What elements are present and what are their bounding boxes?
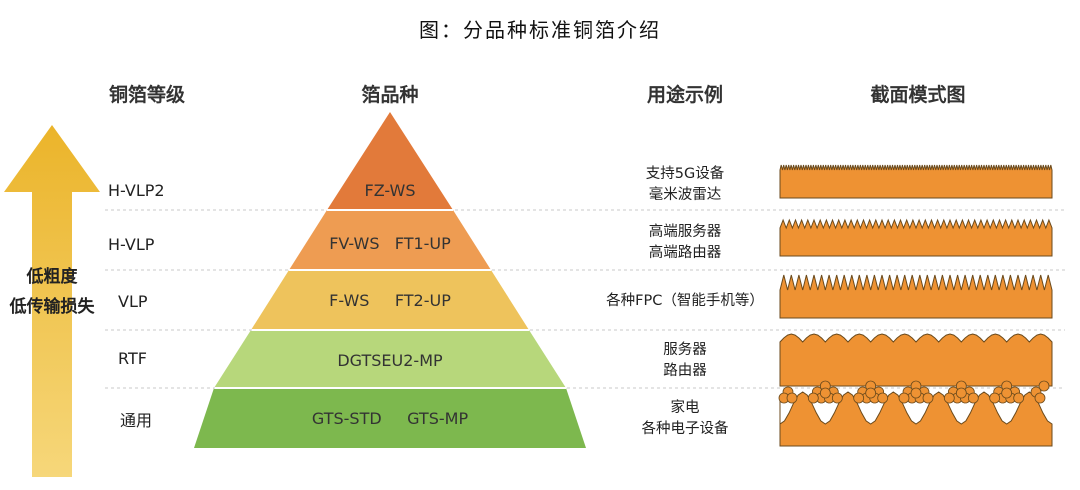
- tier-2-products: FV-WS FT1-UP: [329, 234, 451, 253]
- usage-line: 高端路由器: [648, 245, 722, 261]
- cross-section-hvlp: [779, 218, 1053, 257]
- pyramid-tier-5: [194, 388, 586, 448]
- cross-section-vlp: [779, 274, 1053, 319]
- arrow-label-low-loss: 低传输损失: [9, 297, 95, 317]
- header-variety: 箔品种: [361, 84, 419, 106]
- cross-section-general: [778, 380, 1053, 447]
- usage-tier-4: 服务器 路由器: [585, 340, 785, 382]
- pyramid-tier-1: [327, 112, 453, 210]
- pyramid-tier-3: [251, 270, 529, 330]
- usage-line: 各种电子设备: [641, 421, 729, 437]
- tier-5-products: GTS-STD GTS-MP: [312, 409, 469, 428]
- figure-title: 图：分品种标准铜箔介绍: [419, 18, 661, 42]
- tier-1-products: FZ-WS: [365, 181, 416, 200]
- usage-line: 服务器: [663, 342, 707, 358]
- cross-section-diagrams: [778, 164, 1053, 447]
- header-cross-section: 截面模式图: [870, 84, 966, 106]
- header-usage: 用途示例: [646, 84, 723, 106]
- usage-line: 各种FPC（智能手机等）: [606, 293, 764, 309]
- usage-tier-2: 高端服务器 高端路由器: [585, 222, 785, 264]
- cross-section-rtf: [779, 333, 1053, 387]
- grade-label-hvlp: H-VLP: [108, 235, 155, 254]
- pyramid-diagram: FZ-WS FV-WS FT1-UP F-WS FT2-UP DGTSEU2-M…: [194, 112, 586, 448]
- usage-line: 路由器: [663, 363, 707, 379]
- tier-4-products: DGTSEU2-MP: [337, 351, 443, 370]
- pyramid-tier-4: [214, 330, 566, 388]
- grade-label-vlp: VLP: [118, 292, 148, 311]
- cross-section-hvlp2: [779, 164, 1053, 199]
- usage-line: 支持5G设备: [645, 166, 725, 182]
- usage-line: 高端服务器: [648, 224, 722, 240]
- header-grade: 铜箔等级: [108, 84, 185, 106]
- up-arrow-icon: [4, 125, 100, 477]
- grade-label-rtf: RTF: [118, 349, 147, 368]
- usage-tier-5: 家电 各种电子设备: [585, 398, 785, 440]
- tier-3-products: F-WS FT2-UP: [329, 291, 451, 310]
- usage-line: 家电: [670, 400, 700, 416]
- grade-label-hvlp2: H-VLP2: [108, 181, 165, 200]
- arrow-label-low-roughness: 低粗度: [26, 267, 78, 287]
- usage-line: 毫米波雷达: [648, 187, 722, 203]
- usage-tier-1: 支持5G设备 毫米波雷达: [585, 164, 785, 206]
- usage-tier-3: 各种FPC（智能手机等）: [585, 291, 785, 312]
- grade-label-general: 通用: [120, 411, 153, 430]
- pyramid-tier-2: [289, 210, 491, 270]
